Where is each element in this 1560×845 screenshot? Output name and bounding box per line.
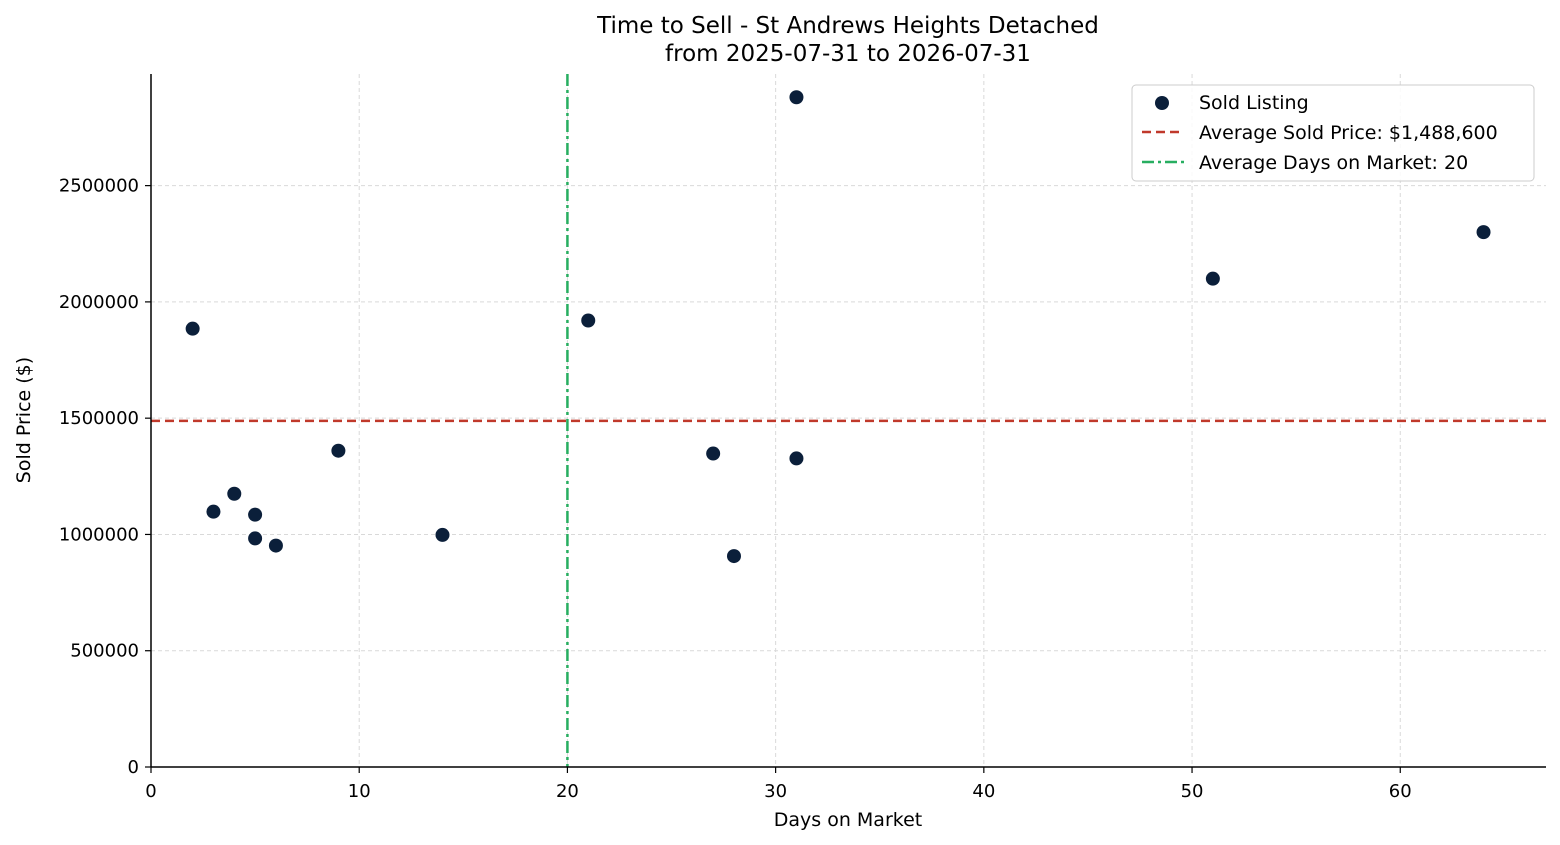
legend-marker-sold-listing xyxy=(1155,96,1169,110)
legend-label-average-days: Average Days on Market: 20 xyxy=(1199,152,1468,174)
data-points xyxy=(185,90,1491,564)
data-point xyxy=(726,549,741,564)
x-tick-label: 50 xyxy=(1181,781,1204,802)
data-point xyxy=(1476,225,1491,240)
y-tick-label: 2500000 xyxy=(59,176,139,197)
x-axis-ticks: 0 10 20 30 40 50 60 xyxy=(145,767,1412,802)
legend-label-average-price: Average Sold Price: $1,488,600 xyxy=(1199,122,1498,144)
x-tick-label: 30 xyxy=(764,781,787,802)
data-point xyxy=(706,446,721,461)
data-point xyxy=(435,527,450,542)
chart-subtitle: from 2025-07-31 to 2026-07-31 xyxy=(665,41,1031,67)
x-tick-label: 10 xyxy=(348,781,371,802)
data-point xyxy=(1205,271,1220,286)
x-tick-label: 40 xyxy=(972,781,995,802)
data-point xyxy=(227,486,242,501)
data-point xyxy=(248,531,263,546)
x-tick-label: 60 xyxy=(1389,781,1412,802)
legend-box xyxy=(1131,84,1535,182)
x-axis-label: Days on Market xyxy=(774,809,922,831)
data-point xyxy=(206,504,221,519)
y-tick-label: 1000000 xyxy=(59,524,139,545)
y-axis-ticks: 0 500000 1000000 1500000 2000000 2500000 xyxy=(59,176,151,778)
y-tick-label: 2000000 xyxy=(59,292,139,313)
data-point xyxy=(248,507,263,522)
chart-title: Time to Sell - St Andrews Heights Detach… xyxy=(596,13,1099,39)
y-tick-label: 1500000 xyxy=(59,408,139,429)
y-tick-label: 0 xyxy=(128,757,139,778)
data-point xyxy=(185,321,200,336)
data-point xyxy=(789,451,804,466)
x-tick-label: 0 xyxy=(145,781,156,802)
y-tick-label: 500000 xyxy=(70,641,139,662)
legend: Sold Listing Average Sold Price: $1,488,… xyxy=(1131,84,1535,182)
data-point xyxy=(268,538,283,553)
data-point xyxy=(789,90,804,105)
y-axis-label: Sold Price ($) xyxy=(13,357,35,483)
data-point xyxy=(331,443,346,458)
data-point xyxy=(581,313,596,328)
reference-lines xyxy=(151,74,1546,767)
legend-label-sold-listing: Sold Listing xyxy=(1199,92,1309,114)
x-tick-label: 20 xyxy=(556,781,579,802)
